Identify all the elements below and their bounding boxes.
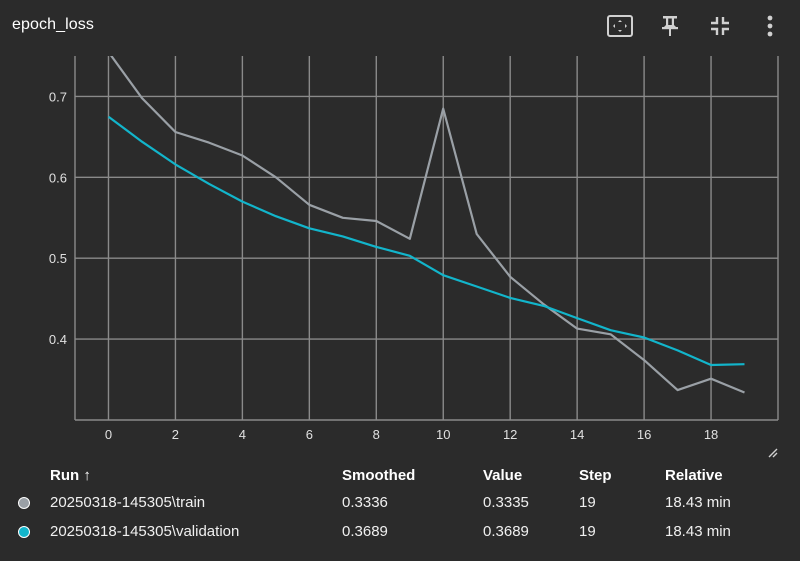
- smoothed-value: 0.3336: [342, 494, 388, 511]
- collapse-icon: [711, 17, 729, 35]
- table-header-row: Run ↑ Smoothed Value Step Relative: [0, 462, 800, 488]
- x-tick-label: 2: [172, 427, 179, 442]
- value: 0.3335: [483, 494, 529, 511]
- x-tick-label: 0: [105, 427, 112, 442]
- more-options-button[interactable]: [754, 10, 786, 42]
- header-color: [0, 462, 50, 488]
- x-tick-label: 10: [436, 427, 450, 442]
- pin-button[interactable]: [654, 10, 686, 42]
- x-tick-label: 18: [704, 427, 718, 442]
- y-tick-label: 0.4: [49, 332, 67, 347]
- smoothed-value: 0.3689: [342, 523, 388, 540]
- x-tick-label: 8: [373, 427, 380, 442]
- value: 0.3689: [483, 523, 529, 540]
- header-run[interactable]: Run ↑: [50, 466, 91, 484]
- run-color-cell: [0, 517, 50, 546]
- y-tick-label: 0.6: [49, 170, 67, 185]
- run-name: 20250318-145305\train: [50, 494, 206, 511]
- resize-handle-icon[interactable]: [768, 448, 778, 458]
- fit-domain-button[interactable]: [604, 10, 636, 42]
- fit-domain-icon: [607, 15, 633, 37]
- card-toolbar: [604, 10, 786, 42]
- run-name: 20250318-145305\validation: [50, 523, 240, 540]
- run-color-dot-icon: [18, 526, 30, 539]
- table-row[interactable]: 20250318-145305\train 0.3336 0.3335 19 1…: [0, 488, 800, 517]
- header-value[interactable]: Value: [483, 466, 523, 484]
- x-tick-label: 6: [306, 427, 313, 442]
- x-tick-label: 4: [239, 427, 246, 442]
- header-step[interactable]: Step: [579, 466, 612, 484]
- x-tick-label: 16: [637, 427, 651, 442]
- header-smoothed[interactable]: Smoothed: [342, 466, 416, 484]
- y-tick-label: 0.5: [49, 251, 67, 266]
- card-title: epoch_loss: [12, 16, 94, 33]
- relative-time: 18.43 min: [665, 523, 731, 540]
- chart-area[interactable]: 0.4 0.5 0.6 0.7 0 2 4 6 8 10 12 14 16 18: [0, 50, 800, 460]
- header-relative[interactable]: Relative: [665, 466, 723, 484]
- more-vert-icon: [767, 15, 773, 37]
- collapse-button[interactable]: [704, 10, 736, 42]
- series-line-validation: [107, 115, 745, 367]
- table-row[interactable]: 20250318-145305\validation 0.3689 0.3689…: [0, 517, 800, 546]
- relative-time: 18.43 min: [665, 494, 731, 511]
- run-color-cell: [0, 488, 50, 517]
- runs-table: Run ↑ Smoothed Value Step Relative 20250…: [0, 462, 800, 546]
- run-color-dot-icon: [18, 497, 30, 510]
- line-chart[interactable]: 0.4 0.5 0.6 0.7 0 2 4 6 8 10 12 14 16 18: [0, 50, 800, 460]
- step: 19: [579, 523, 596, 540]
- x-tick-label: 14: [570, 427, 584, 442]
- x-tick-label: 12: [503, 427, 517, 442]
- y-tick-label: 0.7: [49, 89, 67, 104]
- pin-icon: [662, 16, 678, 36]
- step: 19: [579, 494, 596, 511]
- series-line-train: [110, 56, 745, 394]
